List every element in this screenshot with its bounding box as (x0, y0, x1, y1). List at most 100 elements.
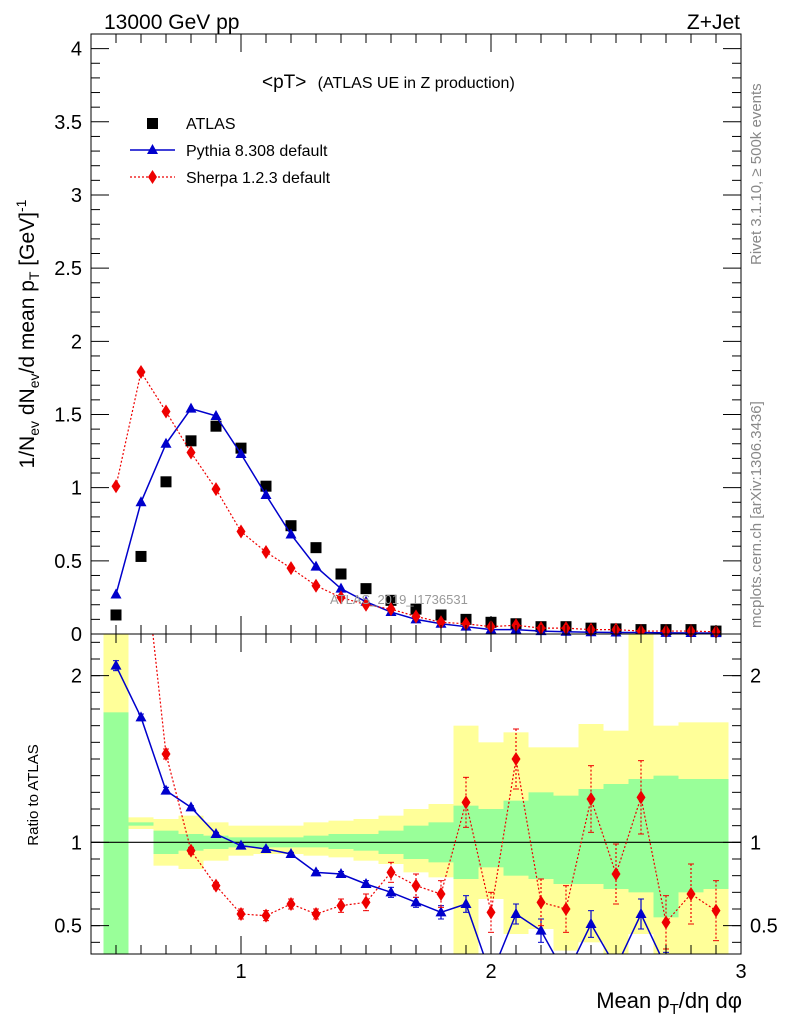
plot-title-observable: <pT> (262, 72, 306, 93)
rivet-version-label: Rivet 3.1.10, ≥ 500k events (748, 83, 765, 265)
sherpa-ratio-point (561, 902, 571, 916)
pythia-main-point (260, 488, 272, 499)
sherpa-main-point (211, 482, 221, 497)
mcplots-label: mcplots.cern.ch [arXiv:1306.3436] (748, 401, 765, 628)
sherpa-ratio-point (211, 878, 221, 893)
sherpa-ratio-point (436, 887, 446, 901)
atlas-data-point (185, 435, 197, 447)
atlas-data-point (385, 594, 397, 606)
sherpa-ratio-point (611, 867, 621, 881)
ratio-band-inner-bin (128, 822, 154, 826)
ratio-series-clipped (110, 519, 721, 988)
main-axes: 0 0.5 1 1.5 2 2.5 3 3.5 4 (54, 34, 742, 646)
sherpa-ratio-point (286, 897, 296, 911)
x-axis-title: Mean pT/dη dφ (596, 988, 742, 1018)
sherpa-ratio-point (461, 795, 471, 810)
main-y-tick-label: 3.5 (54, 112, 82, 134)
ratio-y-tick-label: 2 (71, 666, 82, 688)
atlas-data-point (310, 542, 322, 554)
sherpa-ratio-point (311, 907, 321, 921)
pythia-ratio-point (635, 908, 647, 918)
sherpa-main-point (386, 602, 396, 617)
pythia-ratio-point (135, 711, 147, 722)
sherpa-main-point (461, 616, 471, 631)
sherpa-main-point (261, 545, 271, 560)
main-y-tick-label: 0.5 (54, 551, 82, 573)
pythia-ratio-point (686, 978, 697, 988)
sherpa-main-point (111, 479, 121, 494)
ratio-y-tick-label-right: 1 (750, 832, 761, 854)
sherpa-ratio-point (511, 752, 521, 766)
main-y-tick-label: 3 (71, 185, 82, 207)
sherpa-main-point (236, 524, 246, 539)
pythia-ratio-point (335, 868, 347, 878)
main-y-tick-label: 1 (71, 478, 82, 500)
legend-sherpa-label: Sherpa 1.2.3 default (186, 170, 331, 187)
sherpa-ratio-point (137, 519, 146, 533)
energy-label: 13000 GeV pp (104, 11, 239, 34)
ratio-y-tick-label-right: 2 (750, 666, 761, 688)
pythia-ratio-point (385, 886, 397, 897)
pythia-ratio-point (210, 828, 222, 838)
pythia-ratio-point (535, 924, 547, 935)
ratio-y-tick-label: 0.5 (54, 916, 82, 938)
pythia-ratio-point (260, 843, 272, 853)
legend-pythia-label: Pythia 8.308 default (186, 143, 328, 160)
pythia-ratio-point (585, 918, 597, 928)
sherpa-ratio-point (236, 907, 246, 921)
pythia-main-point (210, 409, 222, 420)
atlas-data-point (360, 583, 372, 595)
atlas-data-point (435, 609, 447, 621)
pythia-ratio-point (310, 866, 322, 877)
ratio-band-inner-bin (503, 800, 529, 876)
pythia-ratio-point (410, 896, 422, 907)
atlas-data-point (335, 568, 347, 580)
pythia-main-point (285, 528, 297, 539)
ratio-band-inner-bin (678, 779, 704, 893)
sherpa-ratio-point (336, 898, 346, 913)
sherpa-ratio-point (386, 865, 396, 880)
sherpa-main-point (286, 561, 296, 576)
sherpa-main-point (361, 597, 371, 612)
pythia-main-point (160, 437, 172, 448)
legend-atlas-marker (147, 118, 158, 129)
plot-title-analysis: (ATLAS UE in Z production) (318, 75, 515, 92)
pythia-ratio-point (510, 908, 522, 918)
pythia-ratio-point (185, 801, 197, 812)
sherpa-main-point (411, 609, 421, 624)
ratio-band-inner-bin (303, 835, 329, 848)
process-label: Z+Jet (687, 11, 740, 34)
sherpa-ratio-point (586, 792, 596, 806)
sherpa-ratio-point (686, 887, 696, 901)
ratio-band-inner-bin (103, 712, 129, 954)
sherpa-ratio-point (486, 905, 496, 920)
ratio-band-inner-bin (328, 834, 354, 849)
main-y-tick-label: 4 (71, 39, 82, 61)
ratio-uncertainty-bands (103, 634, 729, 954)
ratio-band-inner-bin (653, 775, 679, 918)
pythia-ratio-point (235, 839, 247, 850)
pythia-main-point (185, 402, 197, 413)
sherpa-ratio-point (536, 895, 546, 910)
sherpa-main-point (161, 404, 171, 419)
atlas-data-point (210, 420, 222, 432)
ratio-y-tick-label-right: 0.5 (750, 916, 778, 938)
pythia-ratio-point (460, 898, 472, 908)
ratio-y-axis-title: Ratio to ATLAS (25, 744, 42, 845)
sherpa-ratio-point (161, 747, 171, 761)
legend-sherpa-marker (148, 170, 157, 184)
ratio-band-inner-bin (703, 779, 729, 889)
pythia-ratio-point (360, 878, 372, 888)
ratio-y-tick-label: 1 (71, 832, 82, 854)
sherpa-main-point (136, 365, 146, 380)
analysis-watermark: ATLAS_2019_I1736531 (330, 592, 468, 607)
main-y-tick-label: 2.5 (54, 258, 82, 280)
ratio-series-group (110, 519, 721, 988)
pythia-main-point (235, 448, 247, 458)
pythia-ratio-point (110, 659, 122, 670)
sherpa-ratio-point (661, 915, 671, 930)
ratio-band-inner-bin (553, 795, 579, 884)
pythia-ratio-point (611, 961, 622, 971)
sherpa-ratio-point (361, 895, 371, 910)
pythia-ratio-point (561, 970, 572, 980)
